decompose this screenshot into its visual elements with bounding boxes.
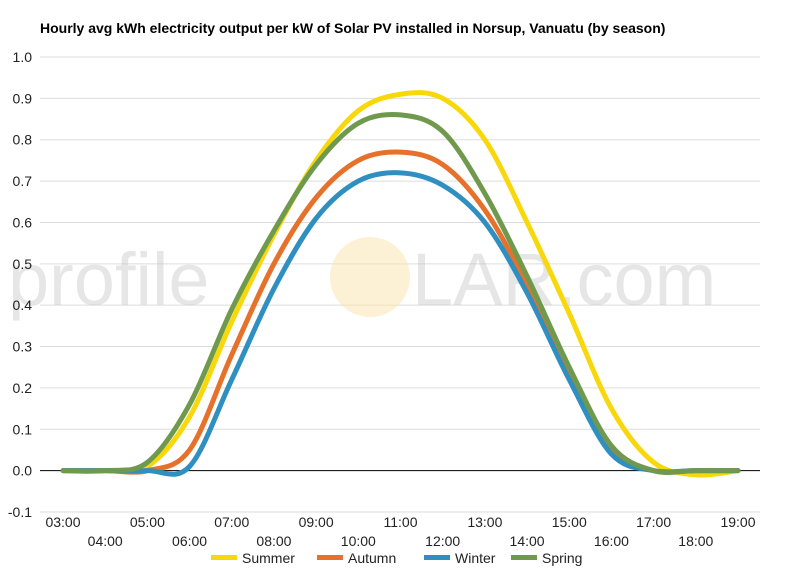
series-line-summer: [60, 90, 741, 478]
x-tick-label: 16:00: [594, 533, 629, 549]
x-tick-label: 09:00: [299, 514, 334, 530]
chart-title: Hourly avg kWh electricity output per kW…: [40, 20, 665, 36]
series-line-autumn: [60, 149, 741, 475]
y-axis-ticks: -0.1 0.0 0.1 0.2 0.3 0.4 0.5 0.6 0.7 0.8 0.9 1.0: [8, 49, 32, 520]
y-tick-label: 0.0: [13, 463, 33, 479]
x-tick-label: 13:00: [467, 514, 502, 530]
y-tick-label: 0.2: [13, 380, 33, 396]
legend-swatch-autumn: [317, 555, 343, 560]
legend-label-autumn: Autumn: [348, 550, 396, 566]
x-tick-label: 05:00: [130, 514, 165, 530]
legend: Summer Autumn Winter Spring: [211, 550, 582, 566]
y-tick-label: 0.3: [13, 339, 33, 355]
legend-label-summer: Summer: [242, 550, 295, 566]
series-lines: [60, 90, 741, 478]
watermark-text-left: profile: [8, 238, 210, 321]
legend-label-spring: Spring: [542, 550, 582, 566]
series-line-spring: [60, 111, 741, 475]
x-tick-label: 06:00: [172, 533, 207, 549]
watermark-text-right: LAR.com: [412, 238, 716, 321]
x-tick-label: 19:00: [720, 514, 755, 530]
legend-swatch-winter: [424, 555, 450, 560]
y-tick-label: 0.4: [13, 297, 33, 313]
x-tick-label: 18:00: [678, 533, 713, 549]
y-tick-label: 1.0: [13, 49, 33, 65]
legend-swatch-spring: [511, 555, 537, 560]
watermark-sun-icon: [330, 237, 410, 317]
x-tick-label: 03:00: [45, 514, 80, 530]
x-tick-label: 10:00: [341, 533, 376, 549]
watermark: profile LAR.com: [8, 237, 716, 321]
legend-swatch-summer: [211, 555, 237, 560]
y-tick-label: 0.9: [13, 90, 33, 106]
series-line-winter: [60, 170, 741, 477]
y-tick-label: 0.8: [13, 132, 33, 148]
y-tick-label: 0.5: [13, 256, 33, 272]
x-tick-label: 14:00: [510, 533, 545, 549]
x-tick-label: 17:00: [636, 514, 671, 530]
x-tick-label: 12:00: [425, 533, 460, 549]
y-tick-label: 0.7: [13, 173, 33, 189]
legend-label-winter: Winter: [455, 550, 496, 566]
y-tick-label: 0.1: [13, 421, 33, 437]
x-tick-label: 07:00: [214, 514, 249, 530]
x-tick-label: 08:00: [256, 533, 291, 549]
x-axis-ticks: 03:00 04:00 05:00 06:00 07:00 08:00 09:00 10:00…: [45, 514, 755, 549]
x-tick-label: 04:00: [88, 533, 123, 549]
x-tick-label: 15:00: [552, 514, 587, 530]
y-tick-label: 0.6: [13, 214, 33, 230]
y-tick-label: -0.1: [8, 504, 32, 520]
x-tick-label: 11:00: [384, 514, 418, 530]
